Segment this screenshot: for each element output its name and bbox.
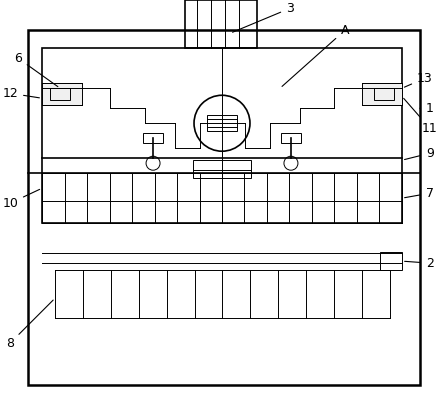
Text: 6: 6: [14, 52, 58, 87]
Bar: [362, 83, 402, 105]
Bar: [42, 48, 402, 223]
Bar: [193, 160, 251, 178]
Text: 9: 9: [404, 147, 434, 160]
Bar: [28, 31, 420, 385]
Bar: [185, 0, 257, 48]
Text: 10: 10: [2, 189, 40, 210]
Text: 2: 2: [404, 257, 434, 270]
Text: 11: 11: [404, 98, 438, 135]
Text: 13: 13: [404, 72, 433, 87]
Text: 3: 3: [233, 2, 294, 32]
Bar: [143, 133, 163, 143]
Bar: [42, 83, 82, 105]
Text: A: A: [282, 24, 349, 87]
Text: 7: 7: [404, 187, 434, 200]
Bar: [374, 88, 394, 100]
Bar: [380, 252, 402, 270]
Bar: [281, 133, 301, 143]
Text: 1: 1: [420, 102, 434, 115]
Text: 12: 12: [2, 87, 40, 100]
Text: 8: 8: [6, 300, 53, 349]
Bar: [207, 115, 237, 131]
Bar: [50, 88, 70, 100]
